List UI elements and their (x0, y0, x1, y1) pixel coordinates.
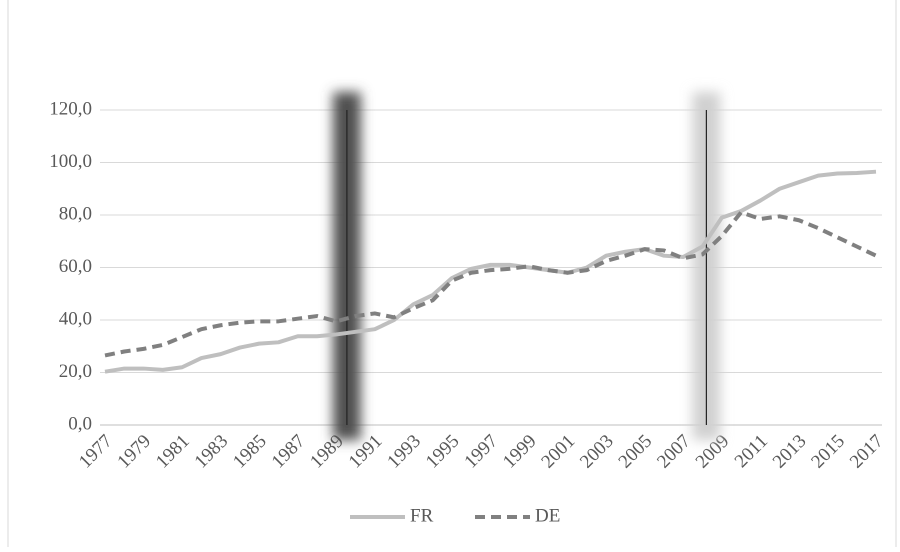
y-tick-label: 60,0 (59, 256, 92, 277)
legend-label: FR (410, 505, 434, 526)
y-tick-label: 20,0 (59, 361, 92, 382)
y-tick-label: 40,0 (59, 308, 92, 329)
y-tick-label: 100,0 (49, 151, 92, 172)
y-tick-label: 120,0 (49, 98, 92, 119)
series-line (104, 169, 877, 374)
legend-label: DE (535, 505, 560, 526)
y-tick-label: 80,0 (59, 203, 92, 224)
chart-frame (7, 0, 897, 552)
y-tick-label: 0,0 (68, 413, 92, 434)
series-line (104, 210, 877, 358)
